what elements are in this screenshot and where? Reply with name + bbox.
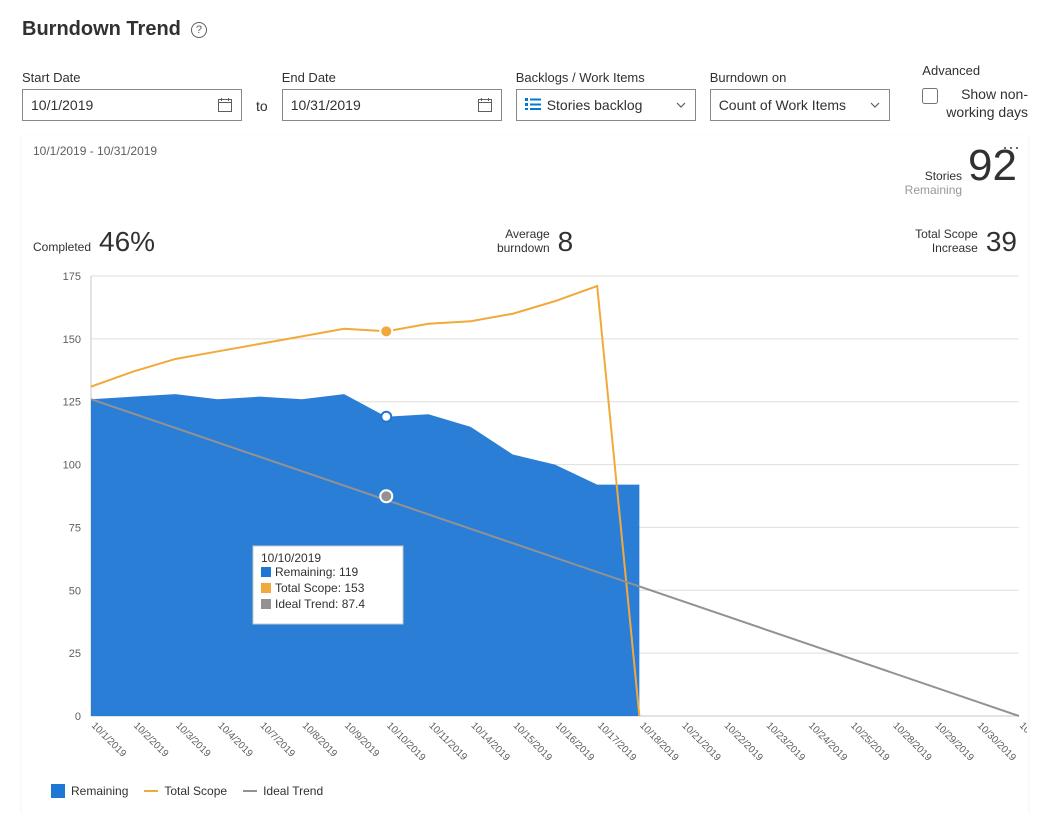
end-date-input[interactable]: 10/31/2019 bbox=[282, 89, 502, 121]
calendar-icon[interactable] bbox=[477, 97, 493, 113]
legend-totalscope-swatch bbox=[144, 790, 158, 792]
svg-text:Remaining: 119: Remaining: 119 bbox=[275, 565, 358, 579]
svg-text:150: 150 bbox=[63, 333, 81, 345]
page-title: Burndown Trend bbox=[22, 18, 181, 41]
stories-sub: Remaining bbox=[905, 184, 962, 198]
burndown-chart: 025507510012515017510/1/201910/2/201910/… bbox=[33, 266, 1027, 776]
svg-text:10/24/2019: 10/24/2019 bbox=[806, 720, 849, 763]
end-date-label: End Date bbox=[282, 70, 502, 85]
svg-text:10/16/2019: 10/16/2019 bbox=[553, 720, 596, 763]
svg-text:10/18/2019: 10/18/2019 bbox=[637, 720, 680, 763]
scope-label1: Total Scope bbox=[915, 228, 978, 242]
burndown-on-value: Count of Work Items bbox=[719, 97, 846, 113]
advanced-label: Advanced bbox=[922, 63, 1028, 78]
svg-text:10/25/2019: 10/25/2019 bbox=[848, 720, 891, 763]
legend-idealtrend: Ideal Trend bbox=[263, 784, 323, 798]
controls-bar: Start Date 10/1/2019 to End Date 10/31/2… bbox=[22, 63, 1028, 121]
svg-text:10/9/2019: 10/9/2019 bbox=[342, 720, 382, 760]
svg-text:25: 25 bbox=[69, 648, 81, 660]
start-date-label: Start Date bbox=[22, 70, 242, 85]
burndown-on-label: Burndown on bbox=[710, 70, 890, 85]
svg-text:10/29/2019: 10/29/2019 bbox=[933, 720, 976, 763]
svg-text:10/22/2019: 10/22/2019 bbox=[722, 720, 765, 763]
chevron-down-icon bbox=[675, 99, 687, 111]
backlog-value: Stories backlog bbox=[547, 97, 643, 113]
backlog-icon bbox=[525, 97, 541, 114]
svg-text:Total Scope: 153: Total Scope: 153 bbox=[275, 581, 365, 595]
svg-text:10/15/2019: 10/15/2019 bbox=[511, 720, 554, 763]
backlog-label: Backlogs / Work Items bbox=[516, 70, 696, 85]
scope-label2: Increase bbox=[915, 242, 978, 256]
legend-idealtrend-swatch bbox=[243, 790, 257, 792]
svg-text:10/23/2019: 10/23/2019 bbox=[764, 720, 807, 763]
help-icon[interactable]: ? bbox=[191, 22, 207, 38]
start-date-value: 10/1/2019 bbox=[31, 97, 93, 113]
svg-text:10/8/2019: 10/8/2019 bbox=[300, 720, 340, 760]
svg-text:10/1/2019: 10/1/2019 bbox=[89, 720, 129, 760]
chart-legend: Remaining Total Scope Ideal Trend bbox=[33, 784, 1017, 798]
svg-text:10/3/2019: 10/3/2019 bbox=[173, 720, 213, 760]
svg-text:175: 175 bbox=[63, 271, 81, 283]
avg-label1: Average bbox=[497, 228, 550, 242]
svg-text:10/30/2019: 10/30/2019 bbox=[975, 720, 1018, 763]
legend-totalscope: Total Scope bbox=[164, 784, 227, 798]
end-date-value: 10/31/2019 bbox=[291, 97, 361, 113]
svg-text:125: 125 bbox=[63, 396, 81, 408]
svg-text:10/10/2019: 10/10/2019 bbox=[384, 720, 427, 763]
avg-label2: burndown bbox=[497, 242, 550, 256]
svg-text:10/17/2019: 10/17/2019 bbox=[595, 720, 638, 763]
legend-remaining: Remaining bbox=[71, 784, 128, 798]
scope-value: 39 bbox=[986, 228, 1017, 256]
svg-text:10/7/2019: 10/7/2019 bbox=[258, 720, 298, 760]
svg-text:10/11/2019: 10/11/2019 bbox=[426, 720, 469, 763]
show-nonworking-label: Show non-working days bbox=[946, 86, 1028, 121]
svg-text:10/4/2019: 10/4/2019 bbox=[215, 720, 255, 760]
completed-label: Completed bbox=[33, 240, 91, 254]
burndown-on-select[interactable]: Count of Work Items bbox=[710, 89, 890, 121]
svg-text:10/28/2019: 10/28/2019 bbox=[890, 720, 933, 763]
more-icon[interactable]: ⋯ bbox=[1002, 138, 1021, 159]
svg-text:Ideal Trend: 87.4: Ideal Trend: 87.4 bbox=[275, 597, 365, 611]
stories-label: Stories bbox=[905, 170, 962, 184]
svg-text:100: 100 bbox=[63, 459, 81, 471]
calendar-icon[interactable] bbox=[217, 97, 233, 113]
svg-text:50: 50 bbox=[69, 585, 81, 597]
svg-text:10/14/2019: 10/14/2019 bbox=[469, 720, 512, 763]
svg-text:10/10/2019: 10/10/2019 bbox=[261, 551, 321, 565]
chevron-down-icon bbox=[869, 99, 881, 111]
svg-text:10/31/2019: 10/31/2019 bbox=[1017, 720, 1027, 763]
svg-text:0: 0 bbox=[75, 711, 81, 723]
svg-text:10/2/2019: 10/2/2019 bbox=[131, 720, 171, 760]
show-nonworking-checkbox[interactable]: Show non-working days bbox=[922, 82, 1028, 121]
backlog-select[interactable]: Stories backlog bbox=[516, 89, 696, 121]
svg-text:10/21/2019: 10/21/2019 bbox=[679, 720, 722, 763]
date-range: 10/1/2019 - 10/31/2019 bbox=[33, 144, 157, 158]
start-date-input[interactable]: 10/1/2019 bbox=[22, 89, 242, 121]
svg-text:75: 75 bbox=[69, 522, 81, 534]
chart-card: 10/1/2019 - 10/31/2019 Stories Remaining… bbox=[22, 135, 1028, 813]
to-label: to bbox=[256, 98, 268, 121]
legend-remaining-swatch bbox=[51, 784, 65, 798]
completed-value: 46% bbox=[99, 228, 155, 256]
avg-value: 8 bbox=[558, 228, 574, 256]
